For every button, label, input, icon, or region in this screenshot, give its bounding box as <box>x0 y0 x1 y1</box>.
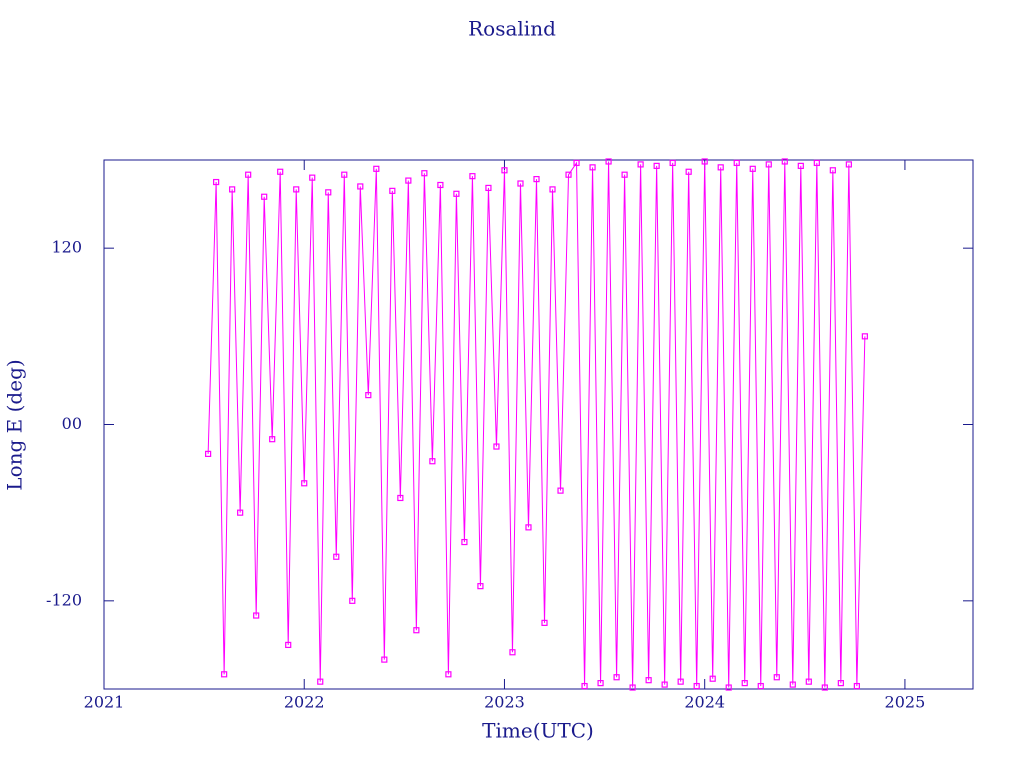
data-marker <box>637 161 644 168</box>
data-marker <box>693 682 700 690</box>
data-marker <box>773 674 780 681</box>
data-marker <box>309 174 316 181</box>
data-marker <box>453 190 460 197</box>
data-marker <box>813 159 820 167</box>
data-marker <box>853 682 860 690</box>
data-marker <box>557 487 564 494</box>
data-marker <box>365 392 372 399</box>
data-marker <box>725 684 732 691</box>
data-marker <box>317 678 324 685</box>
data-marker <box>677 678 684 685</box>
data-marker <box>349 597 356 604</box>
x-axis-label: Time(UTC) <box>482 719 594 743</box>
data-marker <box>253 612 260 619</box>
x-tick-label: 2024 <box>684 693 725 712</box>
data-marker <box>757 682 764 690</box>
data-marker <box>765 161 772 168</box>
data-marker <box>493 443 500 450</box>
data-marker <box>381 656 388 663</box>
data-marker <box>261 193 268 200</box>
data-marker <box>269 436 276 443</box>
data-marker <box>205 450 212 457</box>
data-line <box>207 161 866 688</box>
data-marker <box>669 159 676 167</box>
data-marker <box>781 158 788 165</box>
data-marker <box>341 171 348 178</box>
data-marker <box>277 168 284 175</box>
data-marker <box>733 159 740 167</box>
data-marker <box>573 159 580 167</box>
data-marker <box>797 162 804 169</box>
data-marker <box>845 161 852 168</box>
data-marker <box>389 187 396 194</box>
data-marker <box>501 167 508 174</box>
data-marker <box>645 677 652 684</box>
data-marker <box>749 165 756 172</box>
data-marker <box>213 178 220 186</box>
data-marker <box>701 158 708 165</box>
data-marker <box>629 684 636 691</box>
data-marker <box>533 176 540 183</box>
data-marker <box>565 171 572 178</box>
data-marker <box>829 167 836 174</box>
data-marker <box>581 682 588 690</box>
data-marker <box>405 177 412 184</box>
data-marker <box>397 494 404 502</box>
data-marker <box>477 583 484 590</box>
data-marker <box>525 524 532 531</box>
data-marker <box>837 680 844 687</box>
x-tick-label: 2022 <box>284 693 325 712</box>
data-marker <box>605 158 612 165</box>
data-marker <box>709 675 716 682</box>
data-marker <box>373 165 380 172</box>
data-marker <box>221 671 228 678</box>
data-marker <box>429 458 436 465</box>
plot-frame <box>103 159 974 690</box>
data-marker <box>469 173 476 180</box>
data-marker <box>541 619 548 626</box>
data-marker <box>485 184 492 192</box>
y-axis-label: Long E (deg) <box>3 359 27 490</box>
data-marker <box>621 171 628 178</box>
data-marker <box>549 186 556 193</box>
y-tick-label: 120 <box>51 238 82 257</box>
data-marker <box>589 164 596 171</box>
data-marker <box>461 538 468 546</box>
data-marker <box>597 680 604 687</box>
data-marker <box>285 641 292 649</box>
data-marker <box>861 333 868 340</box>
data-marker <box>509 649 516 656</box>
y-tick-label: -120 <box>46 590 82 609</box>
data-marker <box>685 168 692 175</box>
x-tick-label: 2021 <box>84 693 125 712</box>
data-marker <box>357 183 364 190</box>
data-marker <box>413 627 420 634</box>
data-marker <box>741 680 748 687</box>
data-marker <box>245 171 252 178</box>
data-marker <box>789 681 796 688</box>
data-marker <box>445 671 452 678</box>
data-marker <box>717 164 724 171</box>
data-marker <box>229 186 236 193</box>
data-marker <box>421 170 428 177</box>
data-marker <box>333 553 340 560</box>
data-marker <box>237 509 244 516</box>
chart-title: Rosalind <box>468 17 556 41</box>
data-marker <box>325 189 332 196</box>
data-marker <box>437 181 444 189</box>
data-marker <box>293 186 300 193</box>
y-tick-label: 00 <box>62 414 82 433</box>
x-tick-label: 2023 <box>484 693 525 712</box>
data-marker <box>821 684 828 691</box>
data-marker <box>517 180 524 187</box>
data-marker <box>653 162 660 169</box>
data-marker <box>661 681 668 688</box>
data-marker <box>613 674 620 681</box>
x-tick-label: 2025 <box>885 693 926 712</box>
data-marker <box>301 480 308 487</box>
data-marker <box>805 678 812 685</box>
